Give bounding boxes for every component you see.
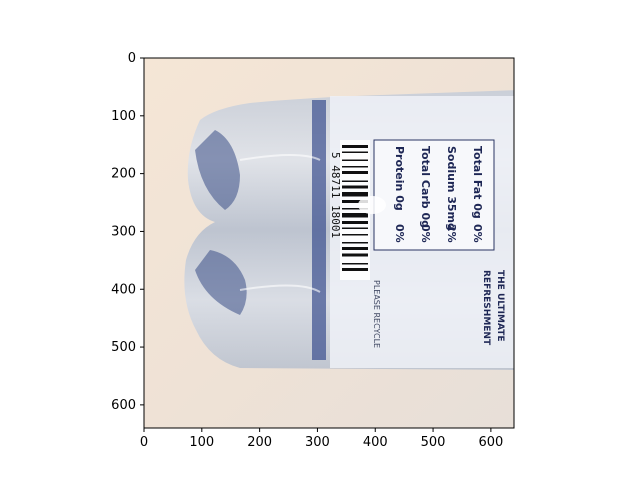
- nutrition-line: Total Fat 0g: [471, 146, 484, 219]
- y-tick-label: 100: [111, 109, 136, 124]
- upper-bottle-neck: [195, 130, 240, 210]
- nutrition-percent: 0%: [419, 224, 432, 243]
- barcode-bar: [342, 268, 368, 271]
- barcode-bar: [342, 185, 368, 189]
- nutrition-percent: 2%: [445, 224, 458, 243]
- x-tick-label: 600: [478, 435, 503, 450]
- barcode-bar: [342, 192, 368, 197]
- barcode-bar: [342, 200, 368, 203]
- barcode-bar: [342, 208, 368, 210]
- barcode-bar: [342, 253, 368, 257]
- barcode-bars: [342, 145, 368, 271]
- barcode-bar: [342, 263, 368, 265]
- bottle-ridge: [239, 284, 321, 293]
- photo: Total Fat 0g Sodium 35mg Total Carb 0g P…: [144, 58, 514, 428]
- nutrition-line: Sodium 35mg: [445, 146, 458, 231]
- x-axis: 0 100 200 300 400 500 600: [140, 428, 503, 450]
- barcode-bar: [342, 180, 368, 182]
- y-tick-label: 600: [111, 398, 136, 413]
- side-text: PLEASE RECYCLE: [372, 280, 381, 348]
- barcode-bar: [342, 234, 368, 236]
- y-tick-label: 400: [111, 282, 136, 297]
- barcode-bar: [342, 242, 368, 244]
- y-tick-label: 500: [111, 340, 136, 355]
- x-tick-label: 200: [247, 435, 272, 450]
- tagline-text: REFRESHMENT: [481, 270, 491, 346]
- barcode-bar: [342, 151, 368, 153]
- brand-text: THE ULTIMATE: [495, 270, 505, 342]
- x-tick-label: 300: [305, 435, 330, 450]
- x-tick-label: 500: [421, 435, 446, 450]
- barcode-bar: [342, 159, 368, 161]
- y-axis: 0 100 200 300 400 500 600: [111, 51, 144, 413]
- barcode-bar: [342, 247, 368, 250]
- barcode-bar: [342, 145, 368, 148]
- bottle-ridge: [239, 154, 321, 161]
- blue-band: [312, 100, 326, 360]
- y-tick-label: 200: [111, 167, 136, 182]
- lower-bottle-neck: [195, 250, 247, 315]
- x-tick-label: 100: [189, 435, 214, 450]
- nutrition-line: Total Carb 0g: [419, 146, 432, 228]
- barcode-bar: [342, 221, 368, 224]
- barcode-bar: [342, 213, 368, 218]
- barcode-bar: [342, 171, 368, 174]
- nutrition-panel: Total Fat 0g Sodium 35mg Total Carb 0g P…: [373, 139, 495, 251]
- axes-frame: [143, 57, 515, 429]
- barcode-bar: [342, 166, 368, 168]
- x-tick-label: 0: [140, 435, 148, 450]
- barcode-text: 5 48711 18001: [329, 152, 342, 238]
- nutrition-line: Protein 0g: [393, 146, 406, 211]
- barcode-bar: [342, 227, 368, 229]
- barcode: 5 48711 18001: [329, 140, 370, 280]
- y-tick-label: 300: [111, 224, 136, 239]
- y-tick-label: 0: [128, 51, 136, 66]
- glare: [358, 196, 386, 214]
- nutrition-percent: 0%: [393, 224, 406, 243]
- nutrition-percent: 0%: [471, 224, 484, 243]
- x-tick-label: 400: [363, 435, 388, 450]
